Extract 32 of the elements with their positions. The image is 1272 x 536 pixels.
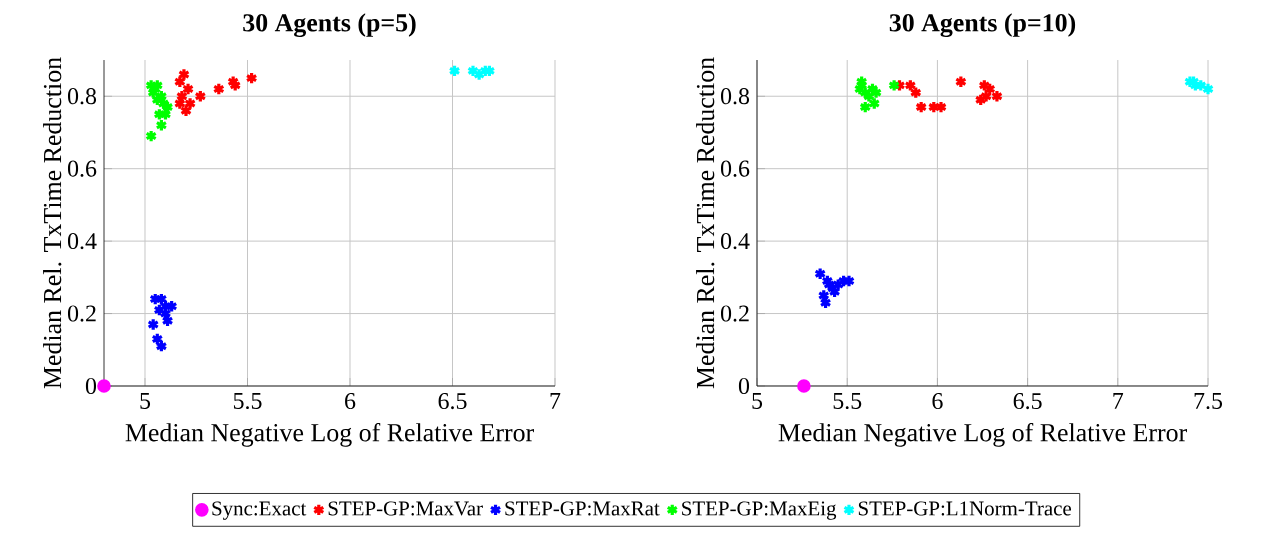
x-tick-label: 5 — [140, 393, 151, 409]
y-tick-label: 0.8 — [720, 88, 750, 105]
y-tick-label: 0.4 — [720, 232, 750, 250]
legend-label: STEP-GP:MaxRat — [505, 501, 660, 516]
x-tick-label: 6.5 — [438, 393, 467, 410]
y-axis-title: Median Rel. TxTime Reduction — [696, 57, 715, 389]
y-tick-label: 0.2 — [720, 305, 749, 322]
y-tick-label: 0.6 — [720, 160, 750, 177]
x-tick-label: 6 — [932, 393, 943, 410]
y-tick-label: 0.6 — [67, 160, 97, 177]
x-tick-label: 7 — [1113, 393, 1124, 409]
y-tick-label: 0.8 — [67, 88, 97, 105]
chart-title: 30 Agents (p=5) — [243, 13, 416, 38]
chart-title: 30 Agents (p=10) — [889, 13, 1076, 38]
x-axis-title: Median Negative Log of Relative Error — [125, 422, 534, 447]
x-tick-label: 7 — [550, 393, 561, 409]
y-tick-label: 0 — [738, 377, 750, 395]
x-tick-label: 6.5 — [1013, 393, 1042, 410]
x-tick-label: 5.5 — [833, 393, 862, 410]
y-tick-label: 0.2 — [67, 305, 96, 322]
legend-label: STEP-GP:L1Norm-Trace — [858, 501, 1072, 516]
x-tick-label: 5 — [752, 393, 763, 409]
x-tick-label: 5.5 — [233, 393, 262, 410]
x-tick-label: 6 — [345, 393, 356, 410]
legend-label: Sync:Exact — [212, 501, 307, 520]
legend-label: STEP-GP:MaxVar — [328, 501, 483, 516]
y-tick-label: 0 — [85, 377, 97, 395]
y-tick-label: 0.4 — [67, 232, 97, 250]
y-axis-title: Median Rel. TxTime Reduction — [43, 57, 62, 389]
x-axis-title: Median Negative Log of Relative Error — [778, 422, 1187, 447]
x-tick-label: 7.5 — [1194, 393, 1223, 410]
legend-label: STEP-GP:MaxEig — [682, 501, 837, 520]
